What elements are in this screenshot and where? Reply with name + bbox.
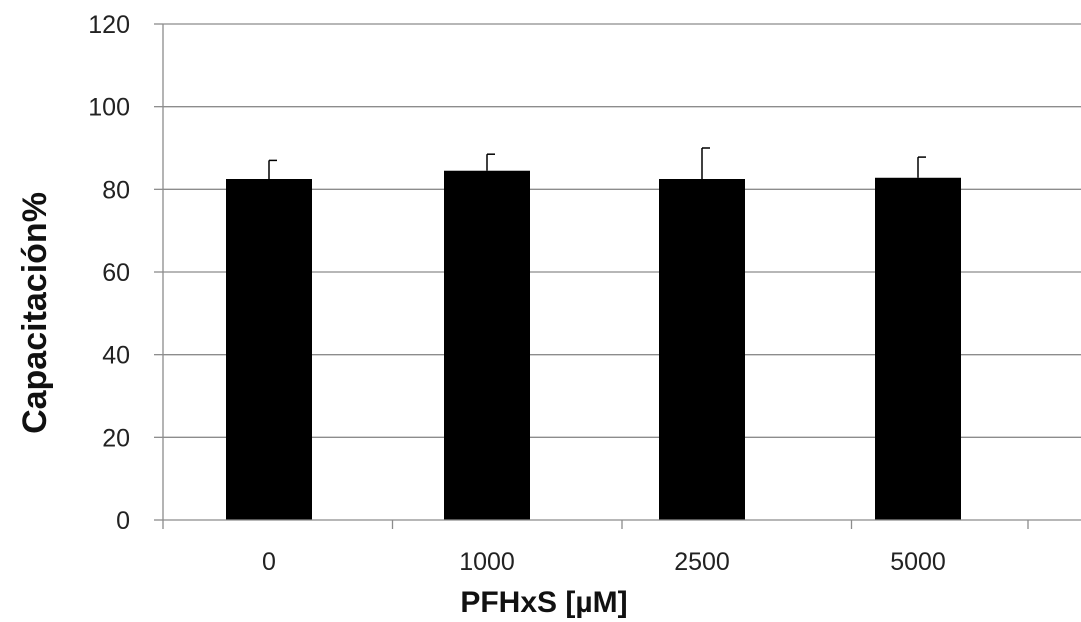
y-tick-label: 100 — [88, 94, 130, 122]
y-tick-label: 40 — [102, 342, 130, 370]
bar — [875, 177, 961, 520]
bar — [226, 179, 312, 520]
x-tick-label: 2500 — [674, 548, 730, 576]
y-axis-title: Capacitación% — [16, 192, 54, 434]
bar — [444, 170, 530, 520]
x-tick-labels: 0 1000 2500 5000 — [262, 548, 946, 576]
y-tick-label: 0 — [116, 507, 130, 535]
y-tick-label: 120 — [88, 11, 130, 39]
y-tick-labels: 0 20 40 60 80 100 120 — [88, 11, 130, 535]
error-bars — [268, 147, 926, 179]
y-tick-label: 60 — [102, 259, 130, 287]
bar — [659, 179, 745, 520]
x-tick-label: 0 — [262, 548, 276, 576]
y-tick-label: 20 — [102, 424, 130, 452]
x-tick-label: 5000 — [890, 548, 946, 576]
x-tick-label: 1000 — [459, 548, 515, 576]
bars — [226, 170, 961, 520]
axes — [154, 23, 1081, 529]
x-axis-title: PFHxS [µM] — [460, 586, 627, 619]
y-tick-label: 80 — [102, 176, 130, 204]
